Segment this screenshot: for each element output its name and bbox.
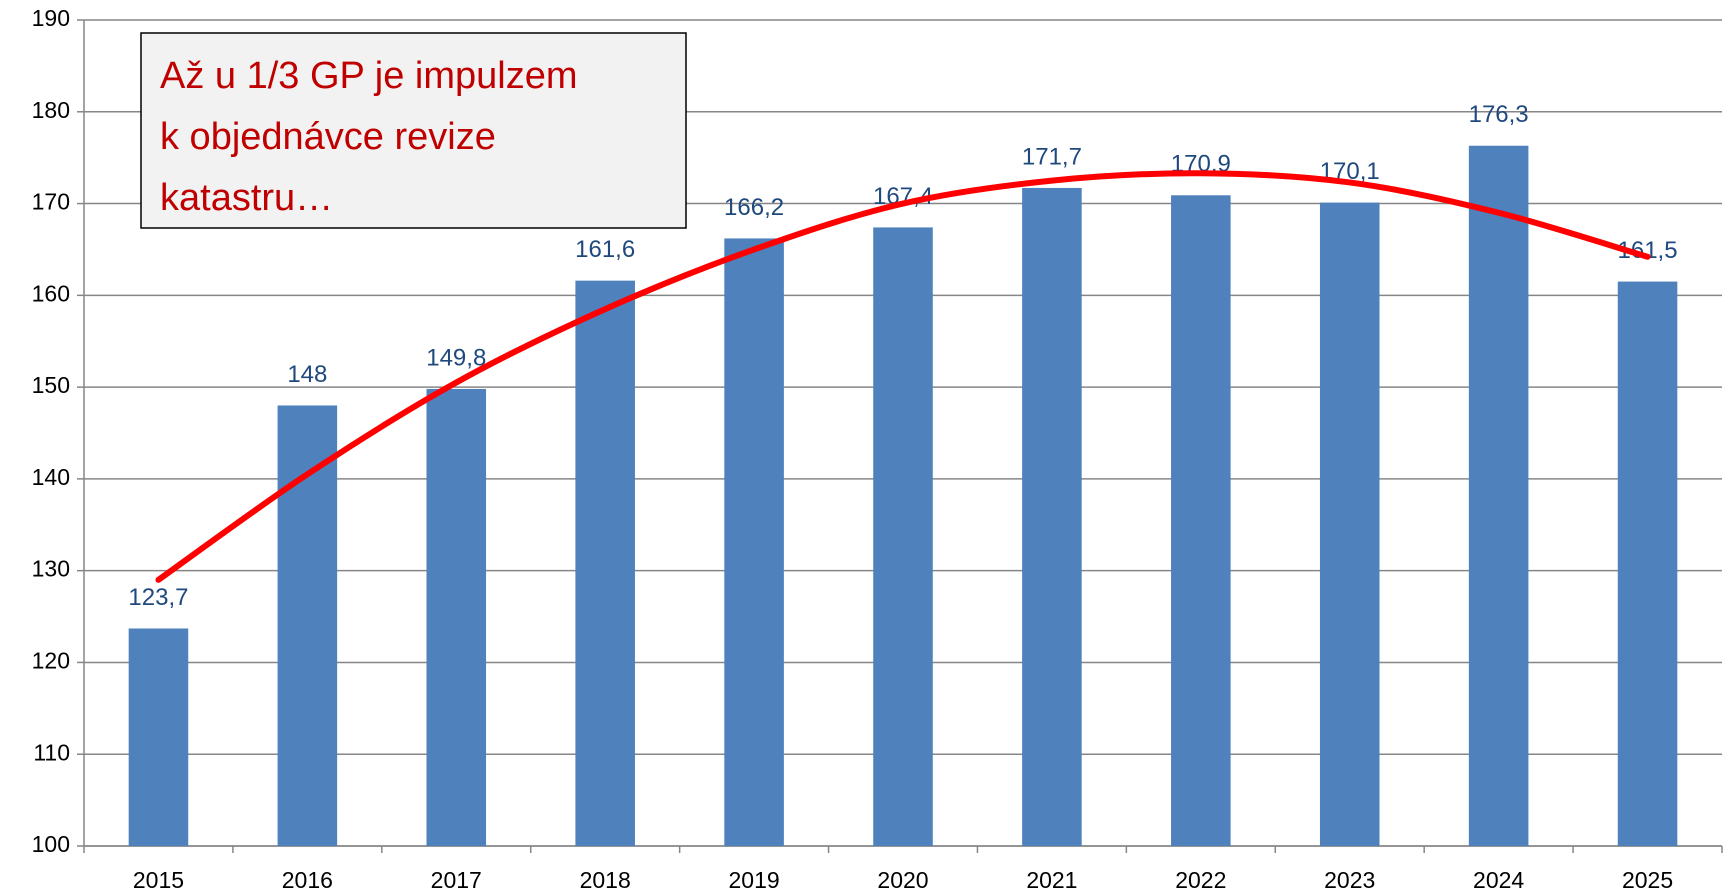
- x-tick-label: 2016: [282, 867, 333, 893]
- annotation-text: Až u 1/3 GP je impulzem: [160, 55, 577, 97]
- bar: [277, 405, 338, 846]
- x-tick-label: 2017: [431, 867, 482, 893]
- bar: [1319, 202, 1380, 847]
- trendline: [155, 170, 1651, 583]
- value-label: 166,2: [724, 194, 784, 221]
- bar: [724, 238, 784, 847]
- bar: [575, 280, 635, 846]
- value-label: 149,8: [426, 344, 486, 371]
- y-tick-label: 170: [32, 189, 70, 215]
- annotation-box: [140, 32, 687, 229]
- y-tick-label: 190: [32, 5, 70, 31]
- bar: [1617, 281, 1678, 847]
- x-tick-label: 2021: [1026, 867, 1077, 893]
- y-tick-label: 110: [33, 739, 70, 765]
- y-tick-label: 180: [32, 97, 70, 123]
- value-label: 161,6: [575, 236, 635, 263]
- x-tick-label: 2022: [1175, 867, 1226, 893]
- x-tick-label: 2020: [877, 867, 928, 893]
- y-tick-label: 150: [32, 372, 70, 398]
- bar: [1468, 145, 1529, 847]
- value-label: 123,7: [128, 584, 188, 611]
- bar: [1022, 187, 1082, 846]
- y-tick-label: 120: [32, 648, 70, 674]
- y-tick-label: 160: [32, 280, 70, 306]
- y-tick-label: 130: [32, 556, 70, 582]
- value-label: 148: [287, 361, 327, 388]
- x-tick-label: 2024: [1473, 867, 1524, 893]
- bar: [873, 227, 933, 846]
- value-label: 176,3: [1469, 101, 1529, 128]
- value-label: 171,7: [1022, 143, 1082, 170]
- x-tick-label: 2018: [580, 867, 631, 893]
- x-tick-label: 2023: [1324, 867, 1375, 893]
- x-tick-label: 2015: [133, 867, 184, 893]
- x-tick-label: 2019: [729, 867, 780, 893]
- y-tick-label: 100: [32, 831, 70, 857]
- bar: [426, 388, 487, 846]
- x-tick-label: 2025: [1622, 867, 1673, 893]
- annotation-text: k objednávce revize: [160, 116, 496, 158]
- bar: [128, 628, 189, 846]
- annotation-text: katastru…: [160, 177, 333, 219]
- y-tick-label: 140: [32, 464, 70, 490]
- bar: [1171, 195, 1231, 847]
